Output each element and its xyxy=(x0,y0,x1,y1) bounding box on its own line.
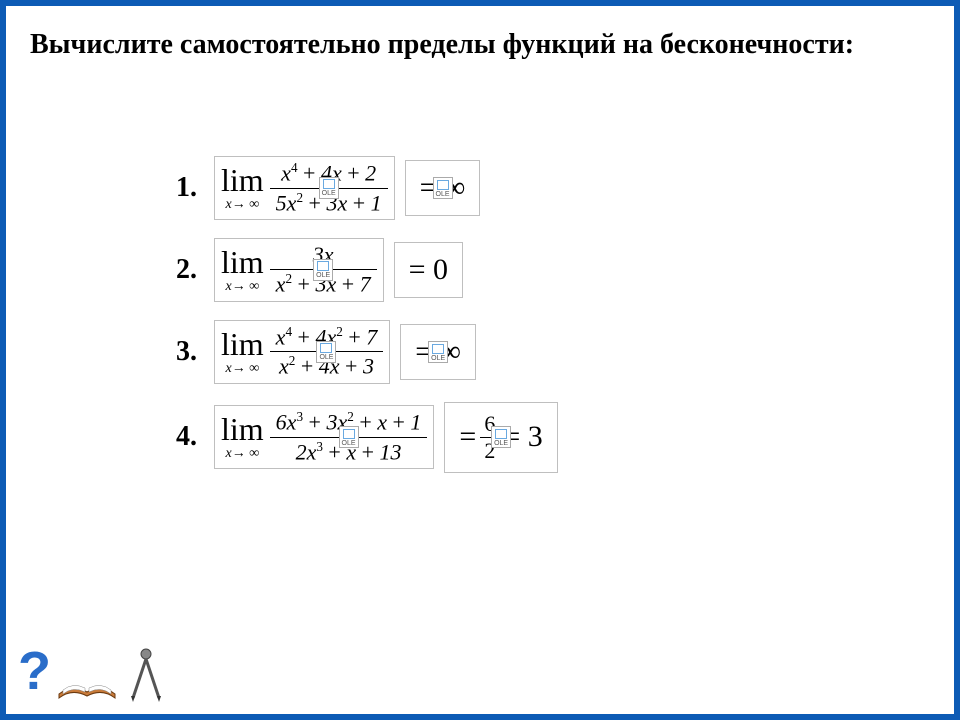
answer-box: = 0 xyxy=(394,242,463,298)
compass-icon xyxy=(123,646,169,702)
problem-index: 4. xyxy=(176,421,208,453)
lim-operator: limx→ ∞ xyxy=(221,328,264,376)
fraction: x4 + 4x2 + 7x2 + 4x + 3OLE xyxy=(270,325,384,379)
limit-expression: limx→ ∞x4 + 4x2 + 7x2 + 4x + 3OLE xyxy=(214,320,390,384)
answer-text: = 0 xyxy=(401,247,456,293)
fraction: 6x3 + 3x2 + x + 12x3 + x + 13OLE xyxy=(270,410,428,464)
lim-operator: limx→ ∞ xyxy=(221,413,264,461)
problem-row: 4.limx→ ∞6x3 + 3x2 + x + 12x3 + x + 13OL… xyxy=(176,402,558,473)
answer-text: = ∞ xyxy=(407,329,469,375)
slide-title: Вычислите самостоятельно пределы функций… xyxy=(30,26,930,64)
limit-expression: limx→ ∞x4 + 4x + 25x2 + 3x + 1OLE xyxy=(214,156,395,220)
book-icon xyxy=(57,662,117,702)
lim-operator: limx→ ∞ xyxy=(221,164,264,212)
lim-operator: limx→ ∞ xyxy=(221,246,264,294)
answer-box: = ∞OLE xyxy=(405,160,481,216)
limit-expression: limx→ ∞3xx2 + 3x + 7OLE xyxy=(214,238,384,302)
problem-index: 1. xyxy=(176,172,208,204)
problem-list: 1.limx→ ∞x4 + 4x + 25x2 + 3x + 1OLE= ∞OL… xyxy=(176,156,558,491)
problem-row: 2.limx→ ∞3xx2 + 3x + 7OLE= 0 xyxy=(176,238,558,302)
problem-index: 3. xyxy=(176,336,208,368)
answer-box: = 62 = 3OLE xyxy=(444,402,557,473)
fraction: 3xx2 + 3x + 7OLE xyxy=(270,243,377,297)
answer-box: = ∞OLE xyxy=(400,324,476,380)
fraction: x4 + 4x + 25x2 + 3x + 1OLE xyxy=(270,161,388,215)
question-mark-icon: ? xyxy=(18,640,51,702)
decorative-corner: ? xyxy=(18,640,169,702)
limit-expression: limx→ ∞6x3 + 3x2 + x + 12x3 + x + 13OLE xyxy=(214,405,434,469)
answer-text: = ∞ xyxy=(412,165,474,211)
problem-row: 1.limx→ ∞x4 + 4x + 25x2 + 3x + 1OLE= ∞OL… xyxy=(176,156,558,220)
slide-frame: Вычислите самостоятельно пределы функций… xyxy=(0,0,960,720)
problem-index: 2. xyxy=(176,254,208,286)
problem-row: 3.limx→ ∞x4 + 4x2 + 7x2 + 4x + 3OLE= ∞OL… xyxy=(176,320,558,384)
answer-text: = 62 = 3 xyxy=(451,407,550,468)
